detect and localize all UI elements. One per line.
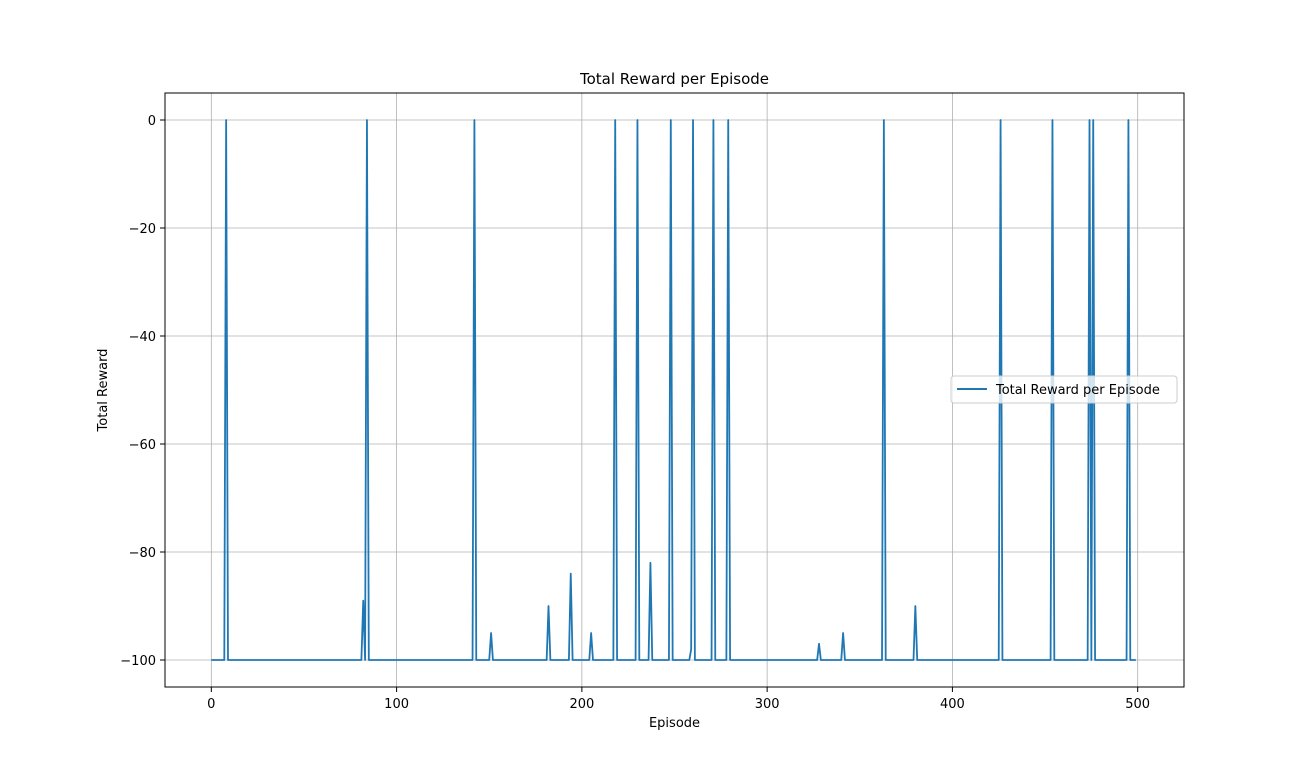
y-tick-label: −40 bbox=[129, 330, 156, 345]
chart-title: Total Reward per Episode bbox=[579, 70, 769, 88]
y-axis: 0 −20 −40 −60 −80 −100 bbox=[120, 114, 165, 669]
y-tick-label: −100 bbox=[120, 654, 156, 669]
y-tick-label: −80 bbox=[129, 546, 156, 561]
x-tick-label: 100 bbox=[384, 697, 409, 712]
y-tick-label: −60 bbox=[129, 438, 156, 453]
plot-frame bbox=[164, 92, 1185, 688]
series-line bbox=[211, 119, 1136, 661]
y-tick-label: −20 bbox=[129, 222, 156, 237]
legend-box bbox=[950, 375, 1178, 404]
y-tick-label: 0 bbox=[148, 114, 156, 129]
x-axis-label: Episode bbox=[649, 716, 700, 731]
legend-label: Total Reward per Episode bbox=[995, 383, 1160, 398]
x-tick-label: 200 bbox=[569, 697, 594, 712]
legend: Total Reward per Episode bbox=[950, 375, 1178, 404]
x-axis: 0 100 200 300 400 500 bbox=[207, 687, 1150, 712]
x-tick-label: 0 bbox=[207, 697, 215, 712]
x-tick-label: 300 bbox=[755, 697, 780, 712]
x-tick-label: 500 bbox=[1125, 697, 1150, 712]
y-axis-label: Total Reward bbox=[96, 349, 111, 433]
x-tick-label: 400 bbox=[940, 697, 965, 712]
